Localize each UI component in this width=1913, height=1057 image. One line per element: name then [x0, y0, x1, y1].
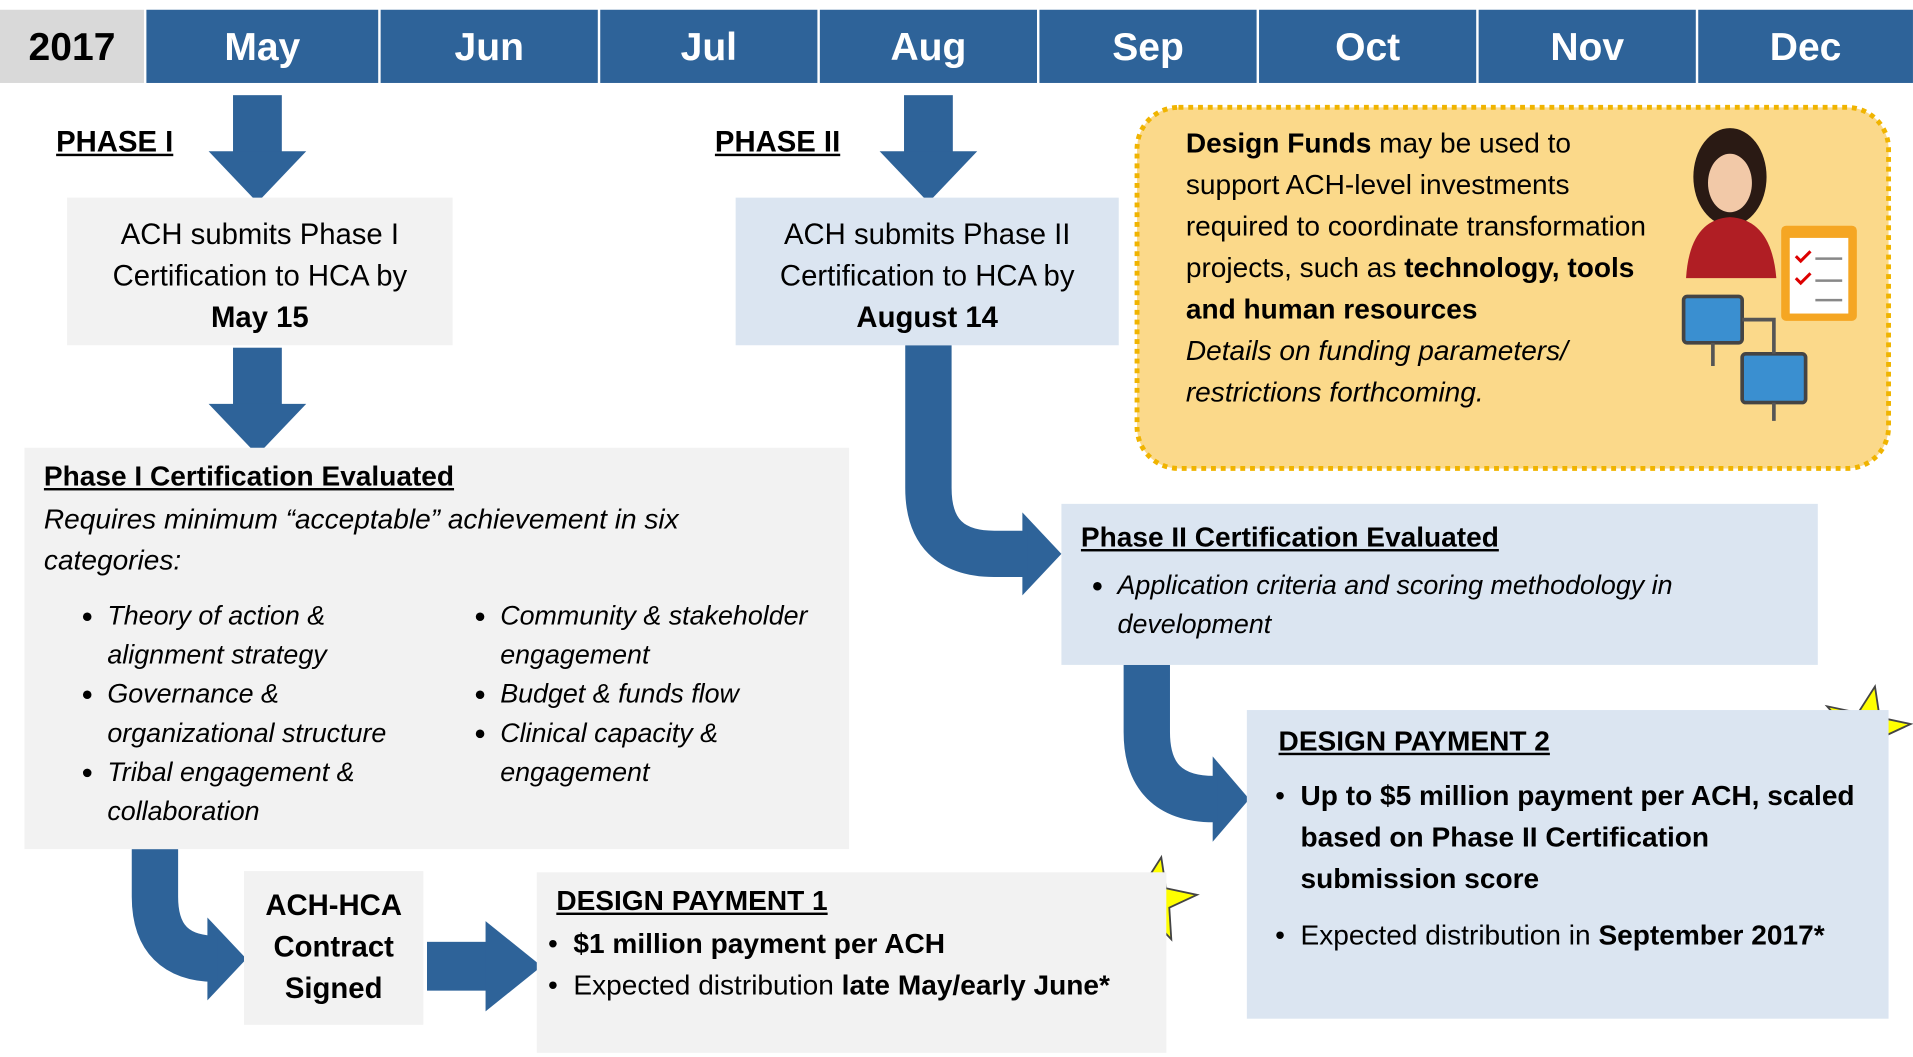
icon-monitor [1681, 294, 1744, 345]
bullet-list: Theory of action & alignment strategyGov… [76, 597, 442, 831]
bold-text: $1 million payment per ACH [573, 927, 946, 959]
arrow-group [207, 95, 1250, 1012]
bullet: Application criteria and scoring methodo… [1118, 566, 1799, 644]
icon-checks [1794, 250, 1812, 286]
icons [1681, 128, 1857, 421]
funds-text: Design Funds may be used to support ACH-… [1186, 122, 1650, 412]
arrow [879, 151, 978, 203]
submit-text: ACH submits Phase I Certification to HCA… [112, 218, 408, 293]
arrow [1212, 756, 1250, 842]
contract-box: ACH-HCA Contract Signed [244, 871, 424, 1025]
bullet: Governance & organizational structure [107, 675, 441, 753]
bullet: Clinical capacity & engagement [500, 714, 846, 792]
box-title: DESIGN PAYMENT 2 [1278, 724, 1550, 757]
phase2-eval-box: Phase II Certification Evaluated Applica… [1061, 503, 1818, 665]
bullet: Expected distribution late May/early Jun… [573, 964, 1146, 1005]
bullet-list: Application criteria and scoring methodo… [1081, 566, 1798, 644]
icon-paper [1789, 237, 1849, 314]
arrow [233, 347, 282, 407]
box-title: Phase II Certification Evaluated [1080, 520, 1499, 553]
submit-box: ACH submits Phase II Certification to HC… [735, 197, 1119, 346]
arrow [208, 403, 307, 456]
text: may be used to support ACH-level investm… [1185, 126, 1646, 284]
box-title: DESIGN PAYMENT 1 [556, 884, 828, 917]
curved-arrow [131, 849, 219, 983]
curved-arrow [1123, 664, 1218, 823]
box-title: Phase I Certification Evaluated [43, 459, 455, 492]
bullet: $1 million payment per ACH [573, 922, 1146, 963]
month: Nov [1478, 9, 1696, 83]
arrow [208, 151, 307, 203]
box-text: Requires minimum “acceptable” achievemen… [43, 502, 679, 576]
bold-text: Design Funds [1185, 126, 1372, 159]
payment1-box: DESIGN PAYMENT 1 $1 million payment per … [536, 872, 1167, 1053]
month: Oct [1259, 9, 1477, 83]
year: 2017 [0, 9, 144, 83]
icon-monitor [1740, 351, 1808, 405]
submit-date: May 15 [211, 301, 309, 335]
curved-arrow [905, 345, 1028, 578]
icon-face [1708, 153, 1752, 213]
month: Aug [819, 9, 1037, 83]
bullet-list: $1 million payment per ACH Expected dist… [556, 922, 1146, 1005]
bullet: Tribal engagement & collaboration [107, 753, 441, 831]
arrow [904, 95, 953, 154]
phase-label: PHASE I [56, 125, 174, 159]
icon-body [1686, 217, 1777, 279]
bullet: Up to $5 million payment per ACH, scaled… [1301, 775, 1857, 899]
bullet: Community & stakeholder engagement [500, 597, 846, 675]
icon-cables [1711, 317, 1776, 421]
note: Details on funding parameters/ restricti… [1185, 334, 1568, 408]
curve-group [131, 345, 1218, 983]
arrow [427, 941, 488, 991]
month: May [146, 9, 379, 83]
phase-label: PHASE II [714, 125, 841, 159]
icon-lines [1815, 257, 1843, 302]
bullet: Expected distribution in September 2017* [1301, 914, 1857, 955]
bold-text: September 2017* [1598, 918, 1825, 951]
month: Dec [1698, 9, 1913, 83]
arrow [485, 921, 542, 1012]
month: Jul [600, 9, 818, 83]
phase1-eval-box: Phase I Certification Evaluated Requires… [24, 447, 850, 850]
arrow [1022, 512, 1062, 596]
month: Jun [380, 9, 598, 83]
bold-text: Up to $5 million payment per ACH, scaled… [1300, 779, 1855, 895]
submit-box: ACH submits Phase I Certification to HCA… [67, 197, 453, 346]
arrow [233, 95, 282, 154]
bullet-list: Community & stakeholder engagementBudget… [468, 597, 846, 792]
submit-text: ACH submits Phase II Certification to HC… [779, 218, 1075, 293]
text: Expected distribution [573, 968, 834, 1001]
bullet: Budget & funds flow [500, 675, 846, 714]
submit-date: August 14 [856, 301, 998, 335]
bold-text: late May/early June* [841, 968, 1110, 1001]
bullet-list: Up to $5 million payment per ACH, scaled… [1279, 775, 1857, 956]
bullet: Theory of action & alignment strategy [107, 597, 441, 675]
text: Expected distribution in [1300, 918, 1591, 951]
bold-text: technology, tools and human resources [1185, 251, 1635, 325]
payment2-box: DESIGN PAYMENT 2 Up to $5 million paymen… [1246, 710, 1889, 1019]
month: Sep [1039, 9, 1257, 83]
